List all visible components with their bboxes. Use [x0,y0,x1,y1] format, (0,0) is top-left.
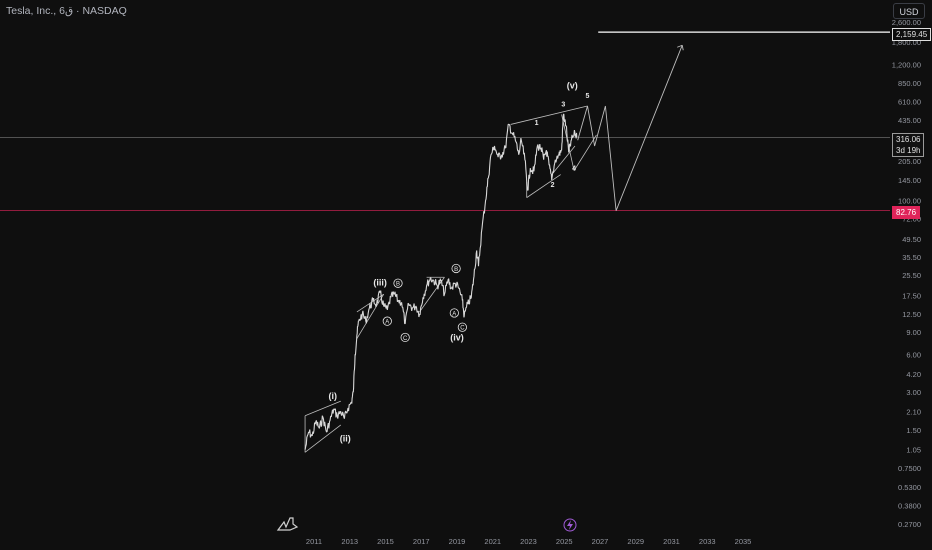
y-tick-label: 610.00 [898,97,921,106]
interval: 6ق [59,5,74,17]
wave-label: (iii) [373,278,387,288]
currency-button[interactable]: USD [893,3,925,19]
last-price-value: 316.06 [896,135,921,144]
red-line-price-label: 82.76 [892,206,921,219]
wave-circle [400,332,410,343]
y-tick-label: 9.00 [906,328,921,337]
y-tick-label: 0.7500 [898,464,921,473]
y-tick-label: 0.3800 [898,501,921,510]
wave-drawings [304,105,597,453]
chart-legend: Tesla, Inc., 6ق · NASDAQ [6,5,127,17]
y-tick-label: 3.00 [906,388,921,397]
wave-label: 3 [561,102,565,109]
projection-line [577,45,683,211]
channel-line [551,145,576,175]
y-tick-label: 1.05 [906,446,921,455]
x-tick-label: 2021 [484,537,501,546]
wave-labels: (i) (ii) (iii) (iv) (v) A B C A B C 1 2 3 4 5 [329,81,590,444]
channel-line [526,174,561,198]
y-tick-label: 6.00 [906,350,921,359]
y-tick-label: 12.50 [902,310,921,319]
lightning-icon[interactable] [563,518,577,532]
last-price-label: 316.06 3d 19h [892,133,925,157]
y-axis: 2,600.00 1,800.00 1,200.00 850.00 610.00 435.… [892,18,921,529]
wave-label: 2 [551,182,555,189]
y-tick-label: 49.50 [902,235,921,244]
wave-label: 1 [535,120,539,127]
y-tick-label: 1,200.00 [892,60,921,69]
wave-circle [393,278,403,288]
wave-label: A [452,311,456,317]
channel-line [573,134,597,171]
horizontal-levels [0,31,890,212]
wave-circle [449,308,459,318]
wave-label: 4 [572,166,576,173]
wave-label: C [403,336,408,342]
channel-line [356,293,384,313]
wave-label: B [396,282,400,288]
x-tick-label: 2033 [699,537,716,546]
x-tick-label: 2019 [449,537,466,546]
y-tick-label: 25.50 [902,271,921,280]
y-tick-label: 17.50 [902,292,921,301]
wave-circle [382,316,392,326]
y-tick-label: 0.2700 [898,520,921,529]
y-tick-label: 1.50 [906,426,921,435]
x-tick-label: 2025 [556,537,573,546]
wave-label: C [460,326,465,332]
wave-label: (ii) [340,433,351,443]
x-tick-label: 2027 [592,537,609,546]
channel-line [304,400,341,417]
x-tick-label: 2015 [377,537,394,546]
wave-label: A [385,320,389,326]
channel-line [356,293,385,339]
x-axis: 2011 2013 2015 2017 2019 2021 2023 2025 2027 2029… [306,537,751,546]
symbol-name: Tesla, Inc. [6,5,54,17]
wave-label: 5 [586,93,590,100]
x-tick-label: 2011 [306,537,322,546]
wave-circle [451,263,461,274]
x-tick-label: 2031 [663,537,680,546]
channel-line [304,424,342,453]
y-tick-label: 850.00 [898,79,921,88]
wave-circle [457,322,467,332]
projection-arrowhead [677,44,684,51]
y-tick-label: 4.20 [906,370,921,379]
y-tick-label: 145.00 [898,176,921,185]
wave-label: B [454,267,458,273]
tradingview-logo-icon[interactable] [276,517,299,531]
y-tick-label: 435.00 [898,116,921,125]
x-tick-label: 2013 [341,537,358,546]
x-tick-label: 2023 [520,537,537,546]
target-price-label: 2,159.45 [892,28,932,41]
channel-line [510,105,588,125]
price-series [304,113,578,450]
wave-label: (v) [567,81,578,91]
x-tick-label: 2035 [735,537,752,546]
wave-label: (iv) [450,333,464,343]
y-tick-label: 2,600.00 [892,18,921,27]
y-tick-label: 1,800.00 [892,38,921,47]
bar-countdown: 3d 19h [896,146,921,155]
y-tick-label: 35.50 [902,253,921,262]
channel-line [419,277,445,313]
y-tick-label: 100.00 [898,196,921,205]
x-tick-label: 2017 [413,537,430,546]
wave-label: (i) [329,391,338,401]
y-tick-label: 2.10 [906,408,921,417]
y-tick-label: 205.00 [898,157,921,166]
y-tick-label: 0.5300 [898,483,921,492]
price-line [304,113,578,450]
projection-path [577,44,684,211]
x-tick-label: 2029 [627,537,644,546]
exchange: NASDAQ [82,5,127,17]
